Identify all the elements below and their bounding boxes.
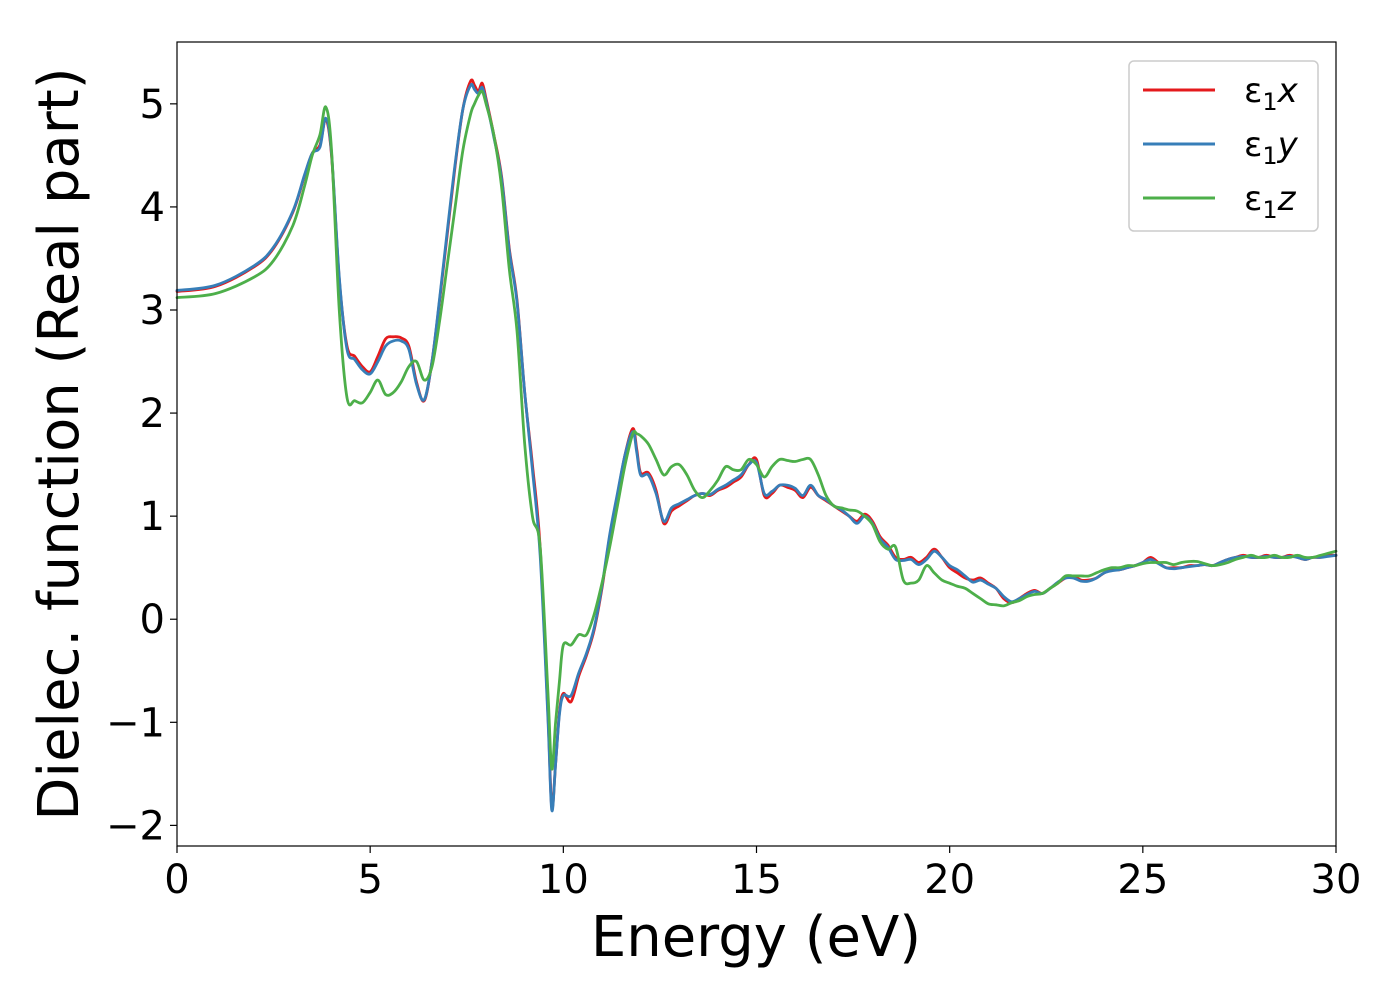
legend-box bbox=[1128, 60, 1319, 232]
y-tick-label: −2 bbox=[106, 803, 165, 849]
x-axis-label: Energy (eV) bbox=[591, 905, 921, 970]
y-tick-label: 1 bbox=[140, 494, 165, 540]
y-tick-label: 5 bbox=[140, 82, 165, 128]
legend-label-x: ε1x bbox=[1244, 71, 1299, 116]
x-tick-label: 20 bbox=[924, 857, 975, 903]
y-tick-label: 0 bbox=[140, 597, 165, 643]
x-tick-label: 15 bbox=[731, 857, 782, 903]
series-line-z bbox=[175, 89, 1338, 771]
series-layer bbox=[175, 78, 1338, 813]
legend-label-z: ε1z bbox=[1244, 179, 1297, 224]
y-tick-label: 2 bbox=[140, 391, 165, 437]
y-axis-ticks: −2 −1 0 1 2 3 4 5 bbox=[106, 82, 177, 849]
y-tick-label: 3 bbox=[140, 288, 165, 334]
series-line-y bbox=[175, 82, 1338, 813]
x-tick-label: 10 bbox=[538, 857, 589, 903]
y-tick-label: 4 bbox=[140, 185, 165, 231]
y-tick-label: −1 bbox=[106, 700, 165, 746]
x-tick-label: 25 bbox=[1117, 857, 1168, 903]
x-tick-label: 30 bbox=[1311, 857, 1362, 903]
legend-label-y: ε1y bbox=[1244, 125, 1299, 170]
x-axis-ticks: 0 5 10 15 20 25 30 bbox=[164, 846, 1361, 903]
x-tick-label: 5 bbox=[357, 857, 382, 903]
legend: ε1x ε1y ε1z bbox=[1128, 60, 1319, 232]
x-tick-label: 0 bbox=[164, 857, 189, 903]
y-axis-label: Dielec. function (Real part) bbox=[27, 67, 92, 820]
